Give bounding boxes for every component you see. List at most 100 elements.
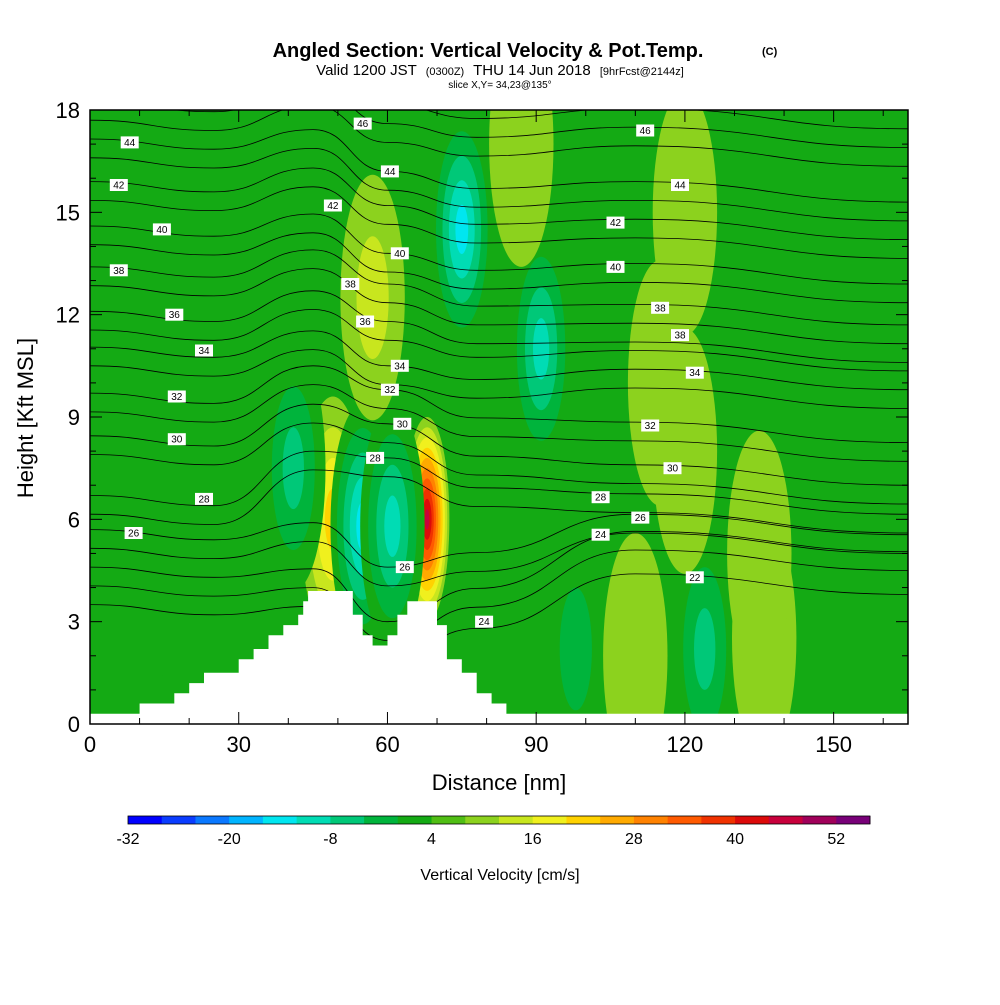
- svg-text:40: 40: [394, 249, 406, 260]
- isentrope-line: [90, 167, 908, 240]
- contour-label: 38: [341, 278, 360, 291]
- svg-text:38: 38: [655, 303, 667, 314]
- slice-info: slice X,Y= 34,23@135°: [448, 80, 551, 91]
- svg-text:46: 46: [357, 119, 369, 130]
- colorbar-swatch: [161, 816, 196, 824]
- svg-text:24: 24: [479, 617, 491, 628]
- svg-text:36: 36: [360, 317, 372, 328]
- x-axis-title: Distance [nm]: [432, 770, 567, 795]
- isentrope-line: [90, 532, 908, 587]
- svg-text:28: 28: [370, 453, 382, 464]
- contour-label: 32: [167, 390, 186, 403]
- pot-temp-contour-labels: 44 42 40 38 36 34 32 30 28 26 46 44 42 40 38 36 34 32 30 28…: [109, 117, 704, 628]
- svg-text:36: 36: [169, 310, 181, 321]
- contour-label: 46: [636, 124, 655, 137]
- contour-label: 40: [152, 223, 171, 236]
- colorbar-swatch: [735, 816, 770, 824]
- colorbar-title: Vertical Velocity [cm/s]: [420, 867, 579, 884]
- colorbar-swatch: [229, 816, 264, 824]
- velocity-region: [384, 495, 401, 557]
- isentrope-line: [90, 384, 908, 462]
- isentrope-line: [90, 232, 908, 304]
- isentrope-line: [90, 110, 908, 167]
- plot-area: 4442403836343230282646444240383634323028…: [56, 98, 909, 757]
- x-tick-label: 30: [226, 732, 250, 757]
- contour-label: 38: [651, 301, 670, 314]
- svg-text:42: 42: [113, 181, 125, 192]
- contour-label: 26: [631, 511, 650, 524]
- colorbar-swatch: [532, 816, 567, 824]
- contour-label: 28: [591, 491, 610, 504]
- contour-label: 32: [641, 419, 660, 432]
- isentrope-line: [424, 110, 908, 130]
- velocity-region: [652, 328, 718, 574]
- svg-text:30: 30: [171, 435, 183, 446]
- contour-label: 30: [167, 433, 186, 446]
- svg-text:28: 28: [198, 494, 210, 505]
- velocity-region: [559, 587, 592, 711]
- svg-text:28: 28: [595, 493, 607, 504]
- svg-text:22: 22: [689, 573, 701, 584]
- isentrope-line: [90, 403, 908, 486]
- velocity-region: [727, 430, 792, 677]
- svg-text:44: 44: [124, 138, 136, 149]
- svg-text:40: 40: [156, 225, 168, 236]
- colorbar-swatch: [600, 816, 635, 824]
- contour-label: 42: [323, 199, 342, 212]
- contour-label: 26: [124, 527, 143, 540]
- y-tick-label: 6: [68, 507, 80, 532]
- x-tick-label: 60: [375, 732, 399, 757]
- colorbar-tick-label: -20: [218, 831, 241, 848]
- colorbar-tick-label: 40: [726, 831, 744, 848]
- velocity-region: [356, 236, 389, 359]
- colorbar: -32 -20 -8 4 16 28 40 52: [116, 815, 871, 848]
- y-tick-label: 15: [56, 200, 80, 225]
- colorbar-swatch: [128, 816, 163, 824]
- svg-text:26: 26: [128, 529, 140, 540]
- colorbar-swatch: [768, 816, 804, 824]
- contour-label: 40: [606, 260, 625, 273]
- isentrope-line: [90, 309, 908, 372]
- isentrope-line: [172, 110, 908, 148]
- contour-label: 24: [475, 615, 494, 628]
- isentrope-line: [90, 513, 908, 568]
- svg-text:44: 44: [674, 181, 686, 192]
- contour-label: 42: [109, 179, 128, 192]
- colorbar-swatch: [566, 816, 601, 824]
- contour-label: 34: [390, 359, 409, 372]
- contour-label: 34: [195, 344, 213, 357]
- contour-label: 44: [120, 136, 139, 149]
- contour-label: 38: [671, 329, 689, 342]
- colorbar-frame: [127, 815, 871, 825]
- colorbar-swatch: [465, 816, 500, 824]
- colorbar-swatch: [431, 816, 466, 824]
- isentrope-line: [90, 422, 908, 505]
- colorbar-swatch: [195, 816, 230, 824]
- svg-text:38: 38: [345, 280, 357, 291]
- svg-text:32: 32: [171, 392, 183, 403]
- contour-label: 26: [395, 561, 414, 574]
- velocity-region: [455, 204, 469, 254]
- x-tick-label: 0: [84, 732, 96, 757]
- velocity-region: [282, 427, 304, 510]
- svg-text:46: 46: [640, 126, 652, 137]
- contour-label: 36: [356, 315, 375, 328]
- chart-title-unit: (C): [762, 46, 778, 58]
- colorbar-swatch: [364, 816, 399, 824]
- x-tick-label: 150: [815, 732, 852, 757]
- svg-text:38: 38: [674, 331, 686, 342]
- svg-text:32: 32: [384, 385, 396, 396]
- colorbar-swatch: [667, 816, 702, 824]
- y-tick-label: 18: [56, 98, 80, 123]
- svg-text:30: 30: [667, 464, 679, 475]
- isentrope-line: [90, 147, 908, 222]
- contour-label: 44: [671, 179, 689, 192]
- y-tick-label: 3: [68, 610, 80, 635]
- x-tick-label: 120: [667, 732, 704, 757]
- isentrope-line: [90, 450, 908, 515]
- isentrope-line: [90, 268, 908, 345]
- svg-text:24: 24: [595, 530, 607, 541]
